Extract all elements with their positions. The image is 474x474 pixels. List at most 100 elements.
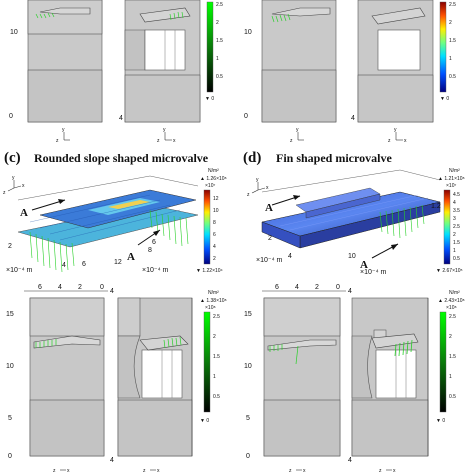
- svg-text:x: x: [404, 138, 407, 144]
- svg-text:×10⁻⁴ m: ×10⁻⁴ m: [256, 257, 283, 264]
- svg-text:×10⁻⁴ m: ×10⁻⁴ m: [6, 267, 33, 274]
- svg-text:10: 10: [348, 253, 356, 260]
- axis-tick: 10: [10, 29, 18, 36]
- svg-text:2.5: 2.5: [449, 2, 456, 8]
- colorbar-d-3d: N/m² ▲ 1.21×10⁸ ×10⁷ 4.5 4 3.5 3 2.5 2 1…: [436, 168, 465, 274]
- svg-text:4: 4: [453, 200, 456, 206]
- stress-lines: [35, 12, 55, 19]
- svg-text:z: z: [289, 468, 292, 474]
- svg-text:×10⁸: ×10⁸: [446, 305, 457, 311]
- svg-text:N/m²: N/m²: [208, 290, 219, 296]
- svg-text:▲ 1.26×10⁸: ▲ 1.26×10⁸: [200, 176, 227, 182]
- stress-lines: [29, 209, 189, 273]
- svg-text:10: 10: [6, 363, 14, 370]
- stress-lines: [379, 204, 425, 239]
- svg-text:y: y: [62, 127, 65, 133]
- svg-text:▼ 0: ▼ 0: [205, 96, 214, 102]
- panel-d-3d-view: A A y x z 2 ×10⁻⁴ m 4 10 ×10⁻⁴ m 1.2 N/m…: [247, 168, 465, 276]
- svg-text:×10⁸: ×10⁸: [205, 305, 216, 311]
- colorbar-top-left: 2.5 2 1.5 1 0.5 ▼ 0: [205, 1, 223, 102]
- section-marker-a: A: [360, 259, 368, 271]
- axis-corner: 4: [119, 115, 123, 122]
- svg-text:15: 15: [244, 311, 252, 318]
- svg-text:2: 2: [268, 235, 272, 242]
- top-right-group: 10 0 4 y z y z x 2.5 2 1.5 1 0.5 ▼ 0: [244, 0, 456, 144]
- svg-text:z: z: [143, 468, 146, 474]
- svg-text:4: 4: [58, 284, 62, 291]
- panel-letter-d: (d): [243, 150, 261, 166]
- svg-text:▼ 2.67×10⁵: ▼ 2.67×10⁵: [436, 268, 463, 274]
- svg-text:3: 3: [453, 216, 456, 222]
- svg-text:▲ 2.43×10⁸: ▲ 2.43×10⁸: [438, 298, 465, 304]
- svg-text:6: 6: [38, 284, 42, 291]
- panel-d-2d-view: 6 4 2 0 4 15 10 5 0 4 N/m²: [244, 284, 465, 474]
- svg-text:1: 1: [453, 248, 456, 254]
- axis-corner: 0: [9, 113, 13, 120]
- svg-text:8: 8: [148, 247, 152, 254]
- svg-text:▼ 0: ▼ 0: [436, 418, 445, 424]
- svg-text:2: 2: [315, 284, 319, 291]
- svg-text:1: 1: [216, 56, 219, 62]
- svg-text:×10⁻⁴ m: ×10⁻⁴ m: [360, 269, 387, 276]
- svg-text:1.5: 1.5: [449, 38, 456, 44]
- axis-triad-icon: y z: [290, 127, 304, 144]
- svg-text:0.5: 0.5: [216, 74, 223, 80]
- svg-text:y: y: [12, 175, 15, 181]
- svg-text:y: y: [394, 127, 397, 133]
- svg-text:0: 0: [244, 113, 248, 120]
- svg-text:0.5: 0.5: [449, 74, 456, 80]
- svg-text:6: 6: [275, 284, 279, 291]
- top-left-group: 10 0 4 y z y z x 2.5 2 1.5 1 0.5 ▼ 0: [9, 0, 223, 144]
- svg-text:z: z: [56, 138, 59, 144]
- svg-text:5: 5: [246, 415, 250, 422]
- svg-text:0: 0: [8, 453, 12, 460]
- svg-text:6: 6: [82, 261, 86, 268]
- colorbar-top-right: 2.5 2 1.5 1 0.5 ▼ 0: [439, 1, 456, 102]
- axis-triad-icon: z x: [379, 468, 396, 474]
- section-marker-a: A: [127, 251, 135, 263]
- panel-c-2d-view: 6 4 2 0 4 15 10 5 0 4: [6, 284, 227, 474]
- svg-text:10: 10: [244, 29, 252, 36]
- panel-title-c: Rounded slope shaped microvalve: [34, 151, 209, 165]
- svg-text:4: 4: [348, 288, 352, 295]
- svg-text:1: 1: [449, 56, 452, 62]
- svg-text:0: 0: [100, 284, 104, 291]
- axis-triad-icon: y z x: [388, 127, 407, 144]
- svg-text:×10⁷: ×10⁷: [446, 183, 456, 189]
- svg-text:1: 1: [449, 374, 452, 380]
- svg-text:y: y: [296, 127, 299, 133]
- svg-text:x: x: [303, 468, 306, 474]
- svg-text:4: 4: [351, 115, 355, 122]
- panel-letter-c: (c): [4, 150, 21, 166]
- svg-text:1.5: 1.5: [449, 354, 456, 360]
- svg-text:2: 2: [78, 284, 82, 291]
- colorbar-c-3d: N/m² ▲ 1.26×10⁸ ×10⁷ 12 10 8 6 4 2 ▼ 1.2…: [196, 168, 227, 274]
- svg-text:z: z: [388, 138, 391, 144]
- section-marker-a: A: [20, 207, 28, 219]
- svg-text:4: 4: [110, 457, 114, 464]
- svg-text:2: 2: [453, 232, 456, 238]
- svg-text:z: z: [157, 138, 160, 144]
- svg-text:1.5: 1.5: [453, 240, 460, 246]
- svg-text:x: x: [393, 468, 396, 474]
- svg-text:1.2: 1.2: [431, 203, 441, 210]
- svg-text:x: x: [173, 138, 176, 144]
- svg-text:N/m²: N/m²: [208, 168, 219, 174]
- svg-text:8: 8: [213, 220, 216, 226]
- svg-text:1.5: 1.5: [216, 38, 223, 44]
- axis-triad-icon: z x: [143, 468, 160, 474]
- svg-text:z: z: [290, 138, 293, 144]
- svg-text:z: z: [3, 190, 6, 196]
- svg-text:12: 12: [114, 259, 122, 266]
- svg-text:y: y: [163, 127, 166, 133]
- svg-text:1.5: 1.5: [213, 354, 220, 360]
- axis-triad-icon: z x: [53, 468, 70, 474]
- svg-text:▼ 1.22×10⁴: ▼ 1.22×10⁴: [196, 268, 223, 274]
- panel-title-d: Fin shaped microvalve: [276, 151, 392, 165]
- svg-text:4: 4: [213, 244, 216, 250]
- svg-text:▼ 0: ▼ 0: [200, 418, 209, 424]
- svg-text:y: y: [256, 177, 259, 183]
- svg-text:2: 2: [213, 256, 216, 262]
- section-marker-a: A: [265, 202, 273, 214]
